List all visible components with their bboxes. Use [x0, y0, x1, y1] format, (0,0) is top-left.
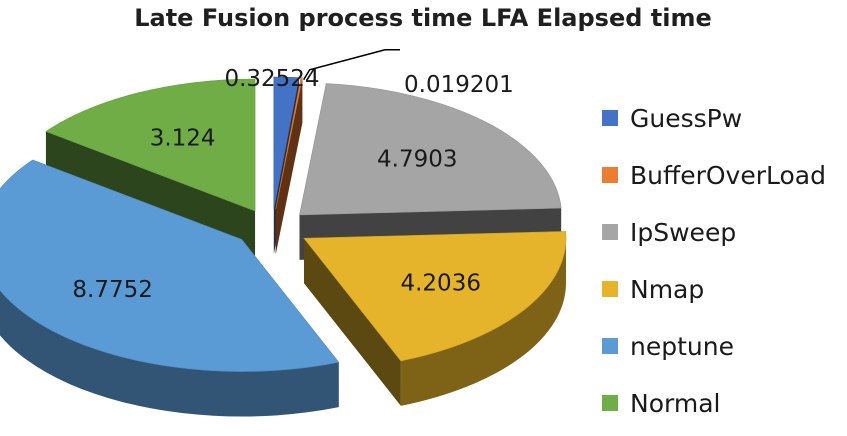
data-label-nmap: 4.2036	[400, 270, 480, 296]
legend-swatch-normal	[602, 395, 618, 411]
pie-slices	[0, 76, 567, 417]
data-label-guesspw: 0.32524	[224, 66, 319, 92]
pie-slice-nmap	[303, 231, 567, 406]
legend: GuessPw BufferOverLoad IpSweep Nmap neptune N…	[602, 104, 826, 418]
legend-swatch-bufferoverload	[602, 167, 618, 183]
data-label-ipsweep: 4.7903	[377, 147, 457, 173]
callout-line-bufferoverload	[303, 48, 400, 81]
data-label-normal: 3.124	[150, 126, 216, 152]
legend-label-guesspw: GuessPw	[630, 104, 742, 133]
legend-label-neptune: neptune	[630, 332, 734, 361]
data-label-neptune: 8.7752	[72, 277, 152, 303]
chart-title: Late Fusion process time LFA Elapsed tim…	[134, 4, 712, 32]
data-labels: 0.32524 0.019201 4.7903 4.2036 8.7752 3.124	[72, 48, 514, 303]
legend-swatch-nmap	[602, 281, 618, 297]
legend-swatch-ipsweep	[602, 224, 618, 240]
legend-item-neptune: neptune	[602, 332, 734, 361]
legend-label-nmap: Nmap	[630, 275, 704, 304]
legend-item-normal: Normal	[602, 389, 720, 418]
legend-item-nmap: Nmap	[602, 275, 704, 304]
pie-slice-neptune	[0, 159, 340, 417]
legend-item-guesspw: GuessPw	[602, 104, 742, 133]
legend-item-bufferoverload: BufferOverLoad	[602, 161, 826, 190]
data-label-bufferoverload: 0.019201	[404, 72, 514, 98]
legend-swatch-neptune	[602, 338, 618, 354]
legend-swatch-guesspw	[602, 110, 618, 126]
legend-item-ipsweep: IpSweep	[602, 218, 736, 247]
pie-slice-bufferoverload	[275, 77, 303, 255]
legend-label-bufferoverload: BufferOverLoad	[630, 161, 826, 190]
legend-label-normal: Normal	[630, 389, 720, 418]
legend-label-ipsweep: IpSweep	[630, 218, 736, 247]
